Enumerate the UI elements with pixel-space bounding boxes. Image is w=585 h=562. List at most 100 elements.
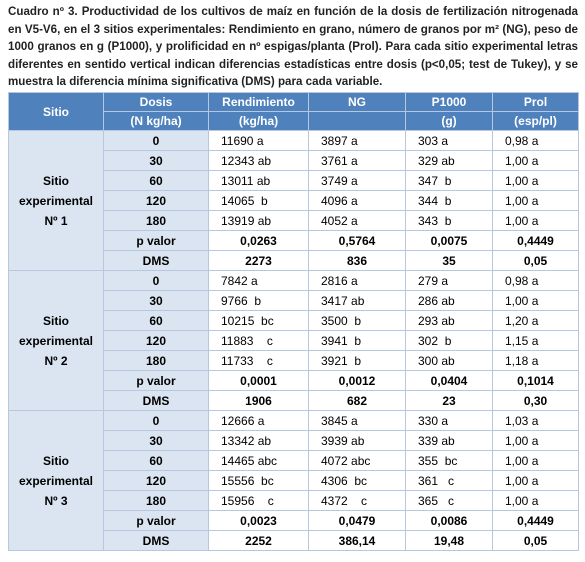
dose-cell: 60 <box>103 310 209 331</box>
header-cell <box>308 111 406 131</box>
value-cell: 339 ab <box>405 430 493 451</box>
header-cell: (N kg/ha) <box>103 111 209 131</box>
value-cell: 11690 a <box>208 130 309 151</box>
value-cell: 11883 c <box>208 330 309 351</box>
table-header: Sitio Dosis Rendimiento NG P1000 Prol (N kg/h… <box>8 92 579 131</box>
value-cell: 0,98 a <box>492 270 579 291</box>
value-cell: 836 <box>308 250 406 271</box>
dose-cell: p valor <box>103 230 209 251</box>
table-row: 30 13342 ab 3939 ab 339 ab 1,00 a <box>9 430 579 451</box>
value-cell: 4052 a <box>308 210 406 231</box>
value-cell: 0,0086 <box>405 510 493 531</box>
value-cell: 2252 <box>208 530 309 551</box>
table-row: p valor 0,0001 0,0012 0,0404 0,1014 <box>9 370 579 391</box>
value-cell: 1,00 a <box>492 210 579 231</box>
value-cell: 3761 a <box>308 150 406 171</box>
value-cell: 4306 bc <box>308 470 406 491</box>
value-cell: 4072 abc <box>308 450 406 471</box>
dose-cell: p valor <box>103 510 209 531</box>
value-cell: 3417 ab <box>308 290 406 311</box>
dose-cell: 120 <box>103 330 209 351</box>
value-cell: 14065 b <box>208 190 309 211</box>
results-table: Sitio Dosis Rendimiento NG P1000 Prol (N kg/h… <box>8 92 579 551</box>
caption-text: Productividad de los cultivos de maíz en… <box>8 5 578 89</box>
dose-cell: 0 <box>103 130 209 151</box>
value-cell: 1,03 a <box>492 410 579 431</box>
dose-cell: 120 <box>103 190 209 211</box>
table-row: 120 15556 bc 4306 bc 361 c 1,00 a <box>9 470 579 491</box>
value-cell: 1,20 a <box>492 310 579 331</box>
value-cell: 3897 a <box>308 130 406 151</box>
value-cell: 19,48 <box>405 530 493 551</box>
value-cell: 13011 ab <box>208 170 309 191</box>
value-cell: 355 bc <box>405 450 493 471</box>
table-row: p valor 0,0263 0,5764 0,0075 0,4449 <box>9 230 579 251</box>
table-row: Sitio experimental Nº 3 0 12666 a 3845 a 330… <box>8 410 579 551</box>
dose-cell: 60 <box>103 450 209 471</box>
value-cell: 1906 <box>208 390 309 411</box>
value-cell: 1,00 a <box>492 190 579 211</box>
value-cell: 3500 b <box>308 310 406 331</box>
dose-cell: DMS <box>103 530 209 551</box>
table-row: DMS 2252 386,14 19,48 0,05 <box>9 530 579 551</box>
dose-cell: 180 <box>103 490 209 511</box>
table-row: 120 14065 b 4096 a 344 b 1,00 a <box>9 190 579 211</box>
value-cell: 279 a <box>405 270 493 291</box>
value-cell: 1,00 a <box>492 490 579 511</box>
dose-cell: 30 <box>103 290 209 311</box>
value-cell: 2816 a <box>308 270 406 291</box>
value-cell: 2273 <box>208 250 309 271</box>
value-cell: 0,05 <box>492 250 579 271</box>
value-cell: 0,4449 <box>492 510 579 531</box>
value-cell: 1,00 a <box>492 450 579 471</box>
value-cell: 14465 abc <box>208 450 309 471</box>
value-cell: 1,00 a <box>492 470 579 491</box>
dose-cell: 120 <box>103 470 209 491</box>
header-cell: Prol <box>492 92 579 112</box>
table-body: Sitio experimental Nº 1 0 11690 a 3897 a 303… <box>8 130 579 551</box>
value-cell: 12343 ab <box>208 150 309 171</box>
dose-cell: DMS <box>103 390 209 411</box>
value-cell: 329 ab <box>405 150 493 171</box>
dose-cell: 30 <box>103 430 209 451</box>
value-cell: 286 ab <box>405 290 493 311</box>
dose-cell: 30 <box>103 150 209 171</box>
value-cell: 344 b <box>405 190 493 211</box>
value-cell: 0,5764 <box>308 230 406 251</box>
site-cell: Sitio experimental Nº 2 <box>8 270 104 411</box>
table-row: Sitio experimental Nº 1 0 11690 a 3897 a 303… <box>8 130 579 271</box>
value-cell: 347 b <box>405 170 493 191</box>
header-cell: (esp/pl) <box>492 111 579 131</box>
header-cell: P1000 <box>405 92 493 112</box>
header-row: Sitio Dosis Rendimiento NG P1000 Prol <box>8 92 579 131</box>
table-row: 180 15956 c 4372 c 365 c 1,00 a <box>9 490 579 511</box>
dose-cell: 180 <box>103 210 209 231</box>
value-cell: 1,00 a <box>492 170 579 191</box>
value-cell: 13342 ab <box>208 430 309 451</box>
value-cell: 330 a <box>405 410 493 431</box>
value-cell: 3921 b <box>308 350 406 371</box>
value-cell: 303 a <box>405 130 493 151</box>
value-cell: 0,0479 <box>308 510 406 531</box>
table-row: p valor 0,0023 0,0479 0,0086 0,4449 <box>9 510 579 531</box>
value-cell: 1,18 a <box>492 350 579 371</box>
site-cell: Sitio experimental Nº 1 <box>8 130 104 271</box>
dose-cell: p valor <box>103 370 209 391</box>
table-row: 180 11733 c 3921 b 300 ab 1,18 a <box>9 350 579 371</box>
table-row: DMS 2273 836 35 0,05 <box>9 250 579 271</box>
dose-cell: 180 <box>103 350 209 371</box>
value-cell: 13919 ab <box>208 210 309 231</box>
value-cell: 1,00 a <box>492 290 579 311</box>
value-cell: 23 <box>405 390 493 411</box>
value-cell: 0,0023 <box>208 510 309 531</box>
value-cell: 3941 b <box>308 330 406 351</box>
value-cell: 361 c <box>405 470 493 491</box>
dose-cell: 0 <box>103 410 209 431</box>
header-cell: Sitio <box>8 92 104 131</box>
value-cell: 15956 c <box>208 490 309 511</box>
value-cell: 4096 a <box>308 190 406 211</box>
value-cell: 35 <box>405 250 493 271</box>
value-cell: 11733 c <box>208 350 309 371</box>
value-cell: 343 b <box>405 210 493 231</box>
